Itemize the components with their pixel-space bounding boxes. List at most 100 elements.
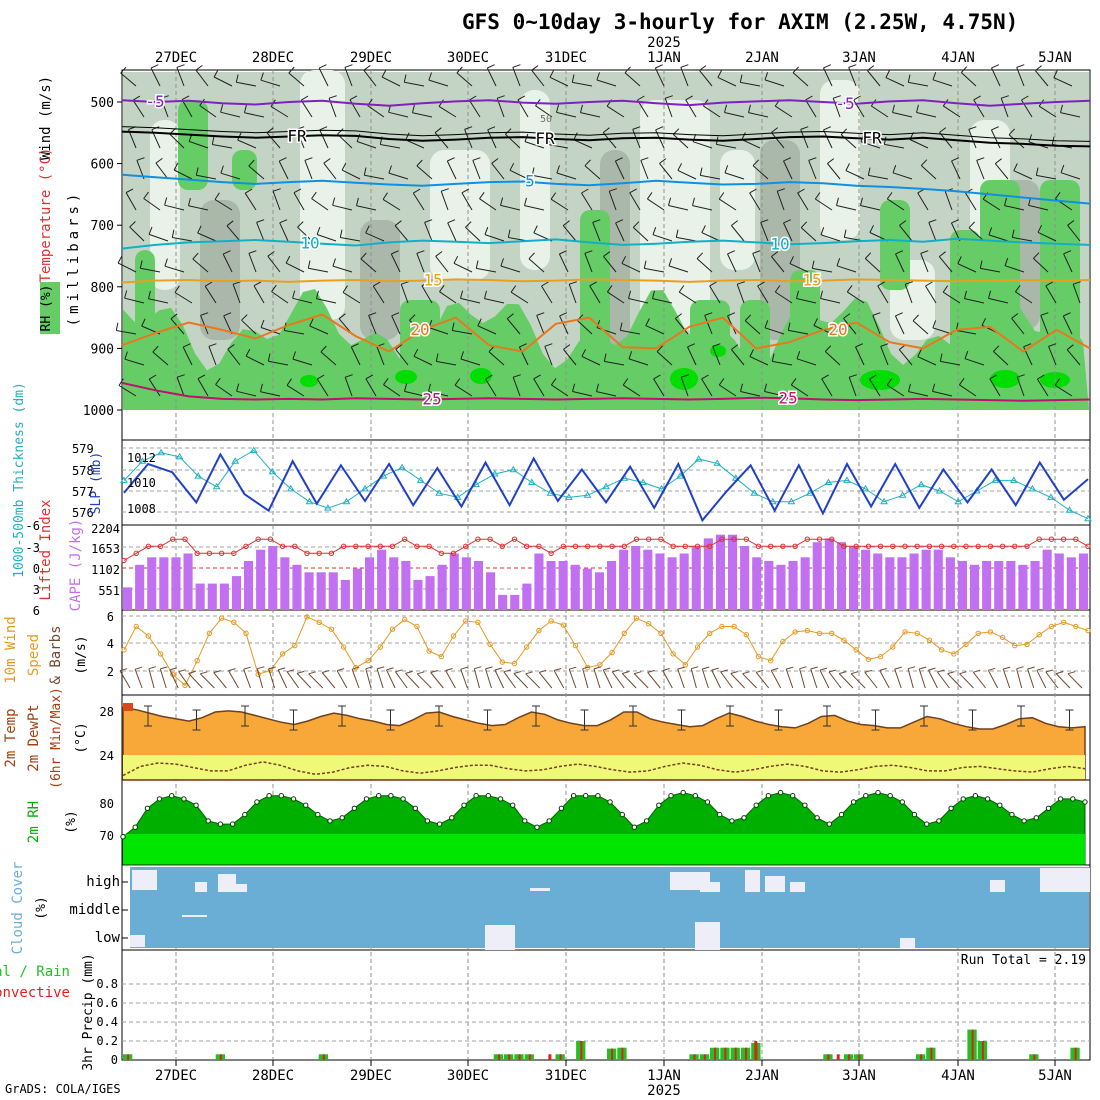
wind-barb-flag [413, 348, 419, 357]
surface-wind-barb [159, 668, 167, 689]
surface-wind-barb [1055, 673, 1071, 689]
wind-barb-flag [976, 157, 985, 161]
wind-barb [1063, 253, 1073, 273]
wind-barb-flag [460, 290, 464, 299]
rh2m-marker [169, 793, 175, 799]
wind-barb [176, 67, 185, 87]
wind-barb [740, 81, 761, 87]
wind-barb-flag [905, 281, 913, 285]
wind-barb-flag [260, 319, 265, 328]
cloud-cover-bar [182, 915, 207, 917]
wind-barb [395, 348, 409, 366]
wind-barb-flag [968, 126, 977, 130]
wind-barb-flag [757, 281, 765, 287]
wind-barb [843, 318, 857, 335]
wind-barb-flag [391, 250, 399, 255]
wind-barb [892, 172, 913, 180]
rh2m-marker [242, 811, 248, 818]
wind-barb [118, 385, 137, 397]
rh2m-marker [1057, 796, 1064, 802]
wind-barb [724, 172, 745, 180]
surface-wind-barb [879, 670, 890, 689]
wind-barb [220, 111, 241, 118]
surface-wind-barb [611, 671, 625, 689]
wind10m-speed-marker [768, 658, 774, 664]
cape-bar [607, 561, 617, 610]
wind-barb [604, 360, 625, 366]
cape-bar [619, 549, 629, 610]
wind-barb-flag [428, 383, 431, 392]
wind-barb-flag [899, 220, 907, 226]
wind-barb-flag [680, 64, 689, 68]
wind-barb [880, 346, 889, 366]
wind-barb [709, 285, 721, 304]
wind-barb-flag [472, 157, 481, 161]
wind-barb [764, 327, 785, 335]
wind-barb [628, 298, 649, 304]
wind-barb [286, 384, 305, 397]
wind-barb-flag [886, 378, 893, 386]
surface-wind-barb-flag [879, 667, 887, 671]
wind-barb [174, 292, 193, 304]
wind-barb-flag [136, 157, 145, 161]
wind-barb [285, 262, 305, 273]
wind-barb [365, 232, 385, 242]
wind-barb [884, 143, 905, 149]
wind-barb-flag [1037, 224, 1043, 233]
wind-barb [551, 384, 569, 397]
wind-barb-flag [813, 318, 818, 326]
wind-barb [823, 67, 833, 87]
wind-barb [453, 262, 473, 273]
wind-barb-flag [285, 255, 291, 264]
wind-barb-flag [645, 318, 650, 326]
rh2m-marker [473, 793, 479, 799]
surface-wind-barb-flag [569, 666, 577, 670]
wind-barb-flag [424, 219, 433, 223]
wind-barb-flag [337, 128, 344, 135]
surface-wind-barb-flag [937, 669, 945, 673]
wind-barb-flag [293, 188, 302, 194]
surface-wind-barb-flag [603, 667, 611, 671]
wind-barb [1004, 205, 1025, 211]
surface-wind-barb-flag [243, 666, 251, 670]
wind-barb [344, 377, 353, 397]
wind-barb-flag [958, 378, 965, 386]
wind-barb [1008, 134, 1025, 149]
wind-barb [581, 355, 601, 366]
time-tick-label-bottom: 27DEC [155, 1068, 197, 1084]
surface-wind-barb-flag [612, 669, 620, 673]
cloud-cover-bar [765, 876, 785, 892]
wind-barb [908, 391, 929, 397]
wind-barb [621, 262, 641, 273]
rh2m-marker [436, 821, 443, 827]
rh-high-patch [880, 200, 910, 290]
wind-barb-flag [197, 225, 202, 234]
wind-barb-flag [382, 192, 388, 200]
ylabel-pressure: (millibars) [66, 190, 82, 327]
surface-wind-barb [178, 671, 191, 689]
wind-barb [260, 327, 281, 335]
surface-wind-barb-flag [494, 667, 503, 671]
wind-barb [1066, 349, 1081, 366]
rh2m-marker [704, 799, 711, 805]
precip-rain-bar [559, 1054, 562, 1060]
wind-barb [680, 67, 689, 87]
surface-wind-barb [819, 669, 830, 689]
wind-barb-flag [668, 197, 672, 206]
cloud-cover-bar [1040, 868, 1090, 892]
wind-barb-flag [531, 167, 535, 176]
cape-tick-label: 1653 [91, 542, 120, 556]
wind-barb-flag [351, 343, 359, 348]
wind-barb-flag [872, 312, 881, 316]
wind-barb [350, 346, 361, 366]
wind-barb-flag [487, 64, 495, 69]
wind-barb [245, 355, 265, 366]
wind-barb-flag [655, 64, 663, 69]
wind-barb [356, 141, 377, 149]
wind-barb-flag [739, 74, 743, 83]
wind-barb-flag [701, 374, 709, 380]
wind-barb-flag [345, 374, 353, 378]
thickness-marker [268, 467, 277, 475]
rh2m-marker [936, 818, 942, 824]
wind-barb-flag [363, 65, 371, 71]
